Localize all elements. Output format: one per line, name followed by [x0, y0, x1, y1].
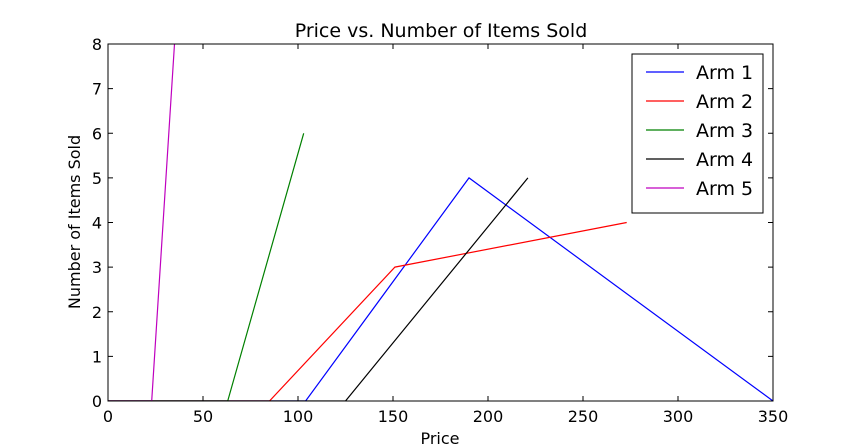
x-tick-label: 50: [193, 407, 213, 426]
y-tick-label: 7: [92, 80, 102, 99]
legend-label-4: Arm 4: [696, 149, 753, 171]
x-tick-label: 100: [283, 407, 314, 426]
x-tick-label: 200: [473, 407, 504, 426]
x-tick-label: 250: [568, 407, 599, 426]
y-tick-label: 5: [92, 169, 102, 188]
x-tick-label: 350: [758, 407, 789, 426]
y-tick-label: 0: [92, 392, 102, 411]
series-line-2: [108, 221, 627, 401]
series-layer: [108, 44, 773, 401]
legend-box: [631, 53, 764, 214]
legend-label-2: Arm 2: [696, 91, 753, 113]
legend-label-5: Arm 5: [696, 178, 753, 200]
legend: Arm 1 Arm 2 Arm 3 Arm 4 Arm 5: [631, 53, 764, 214]
y-axis-label: Number of Items Sold: [65, 135, 84, 309]
y-tick-label: 6: [92, 124, 102, 143]
series-line-4: [108, 177, 529, 401]
legend-label-3: Arm 3: [696, 120, 753, 142]
y-tick-label: 3: [92, 258, 102, 277]
chart-title: Price vs. Number of Items Sold: [295, 20, 588, 42]
y-tick-label: 4: [92, 214, 102, 233]
legend-label-1: Arm 1: [696, 62, 753, 84]
y-axis: 0 1 2 3 4 5 6 7 8: [92, 35, 773, 411]
y-tick-label: 1: [92, 347, 102, 366]
x-axis-label: Price: [420, 429, 459, 446]
y-tick-label: 2: [92, 303, 102, 322]
series-line-1: [108, 177, 773, 401]
series-line-3: [108, 133, 305, 401]
x-tick-label: 0: [103, 407, 113, 426]
x-tick-label: 150: [378, 407, 409, 426]
series-line-5: [108, 44, 176, 401]
y-tick-label: 8: [92, 35, 102, 54]
x-tick-label: 300: [663, 407, 694, 426]
x-axis: 0 50 100 150 200 250 300 350: [103, 44, 788, 426]
